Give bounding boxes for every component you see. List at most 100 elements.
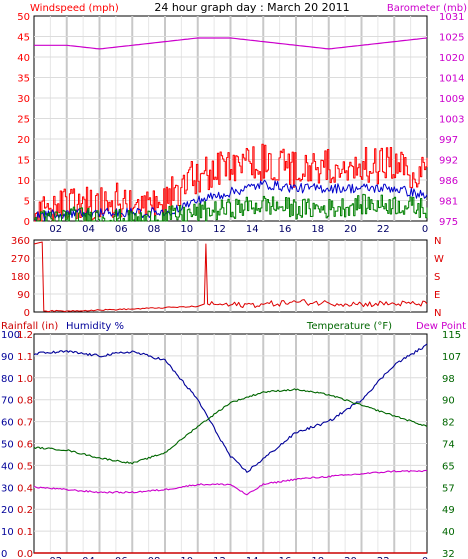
humidity-ytick-6: 60 [1,418,14,429]
wind-panel-xtick-22: 22 [377,224,390,235]
barometer-ytick-2: 986 [439,176,458,187]
humidity-axis-label: Humidity % [66,321,124,332]
temperature-ytick-4: 65 [442,461,455,472]
barometer-axis-label: Barometer (mb) [387,3,467,14]
wind-panel-xtick-06: 06 [115,224,128,235]
humidity-ytick-3: 30 [1,483,14,494]
humidity-ytick-2: 20 [1,505,14,516]
temperature-ytick-9: 107 [442,352,461,363]
wind-ytick-5: 25 [17,115,30,126]
temperature-panel-xtick-12: 12 [213,556,226,559]
series-layer [33,37,428,554]
rainfall-axis-label: Rainfall (in) [1,321,58,332]
wind-ytick-7: 35 [17,74,30,85]
temperature-panel-xtick-04: 04 [82,556,95,559]
rain-ytick-2: 0.2 [17,505,33,516]
barometer-ytick-6: 1009 [439,94,464,105]
temperature-panel-xtick-22: 22 [377,556,390,559]
temperature-panel-xtick-20: 20 [344,556,357,559]
wind-panel-xtick-04: 04 [82,224,95,235]
graph-title: 24 hour graph day : March 20 2011 [154,1,349,14]
temperature-panel-xtick-18: 18 [311,556,324,559]
wind-ytick-10: 50 [17,12,30,23]
rain-ytick-7: 0.8 [17,396,33,407]
barometer-ytick-9: 1025 [439,33,464,44]
series-gust [34,143,428,222]
barometer-ytick-8: 1020 [439,53,464,64]
series-humidity [33,343,428,473]
temperature-ytick-3: 57 [442,483,455,494]
temperature-ytick-5: 74 [442,440,455,451]
wind-panel-xtick-20: 20 [344,224,357,235]
direction-card-ytick-0: N [434,308,441,319]
temperature-panel-xtick-02: 02 [49,556,62,559]
wind-ytick-1: 5 [24,197,30,208]
barometer-ytick-10: 1031 [439,12,464,23]
humidity-ytick-0: 0 [1,549,7,559]
temperature-ytick-8: 98 [442,374,455,385]
temperature-panel-xtick-14: 14 [246,556,259,559]
barometer-ytick-4: 997 [439,135,458,146]
wind-panel-xtick-10: 10 [180,224,193,235]
direction-deg-ytick-0: 0 [24,308,30,319]
barometer-ytick-7: 1014 [439,74,464,85]
humidity-ytick-7: 70 [1,396,14,407]
grid-layer [34,16,427,553]
series-barometer [34,37,428,50]
barometer-ytick-1: 981 [439,197,458,208]
temperature-ytick-10: 115 [442,330,461,341]
wind-panel-xtick-18: 18 [311,224,324,235]
temperature-axis-label: Temperature (°F) [306,321,392,332]
barometer-ytick-3: 992 [439,156,458,167]
series-temperature [33,388,428,465]
rain-ytick-10: 1.2 [17,330,33,341]
wind-panel-xtick-16: 16 [279,224,292,235]
humidity-ytick-8: 80 [1,374,14,385]
rain-ytick-9: 1.1 [17,352,33,363]
rain-ytick-8: 1.0 [17,374,33,385]
wind-ytick-3: 15 [17,156,30,167]
wind-ytick-4: 20 [17,135,30,146]
rain-ytick-0: 0.0 [17,549,33,559]
humidity-ytick-5: 50 [1,440,14,451]
dewpoint-axis-label: Dew Point [416,321,466,332]
humidity-ytick-9: 90 [1,352,14,363]
temperature-panel-xtick-06: 06 [115,556,128,559]
wind-panel-xtick-02: 02 [49,224,62,235]
direction-deg-ytick-3: 270 [11,254,30,265]
humidity-ytick-4: 40 [1,461,14,472]
temperature-panel-xtick-16: 16 [279,556,292,559]
series-low [34,193,428,222]
temperature-ytick-1: 40 [442,527,455,538]
wind-ytick-8: 40 [17,53,30,64]
series-wind-direction [33,241,428,313]
direction-card-ytick-2: S [434,272,440,283]
wind-ytick-9: 45 [17,33,30,44]
wind-panel-xtick-12: 12 [213,224,226,235]
temperature-ytick-6: 82 [442,418,455,429]
wind-ytick-2: 10 [17,176,30,187]
rain-ytick-6: 0.7 [17,418,33,429]
rain-ytick-1: 0.1 [17,527,33,538]
temperature-ytick-2: 49 [442,505,455,516]
temperature-panel-xtick-08: 08 [148,556,161,559]
wind-panel-xtick-14: 14 [246,224,259,235]
barometer-ytick-0: 975 [439,217,458,228]
series-average [33,179,428,221]
humidity-ytick-1: 10 [1,527,14,538]
direction-deg-ytick-2: 180 [11,272,30,283]
rain-ytick-3: 0.4 [17,483,33,494]
humidity-ytick-10: 100 [1,330,20,341]
rain-ytick-5: 0.6 [17,440,33,451]
temperature-ytick-7: 90 [442,396,455,407]
windspeed-axis-label: Windspeed (mph) [30,3,119,14]
direction-deg-ytick-1: 90 [17,290,30,301]
rain-ytick-4: 0.5 [17,461,33,472]
direction-card-ytick-1: E [434,290,440,301]
axes-layer: 0 5 10 15 20 25 30 35 40 45 50 975 981 986 992 997 1003 1… [1,12,464,559]
temperature-panel-xtick-0: 0 [422,556,428,559]
direction-card-ytick-4: N [434,236,441,247]
temperature-ytick-0: 32 [442,549,455,559]
